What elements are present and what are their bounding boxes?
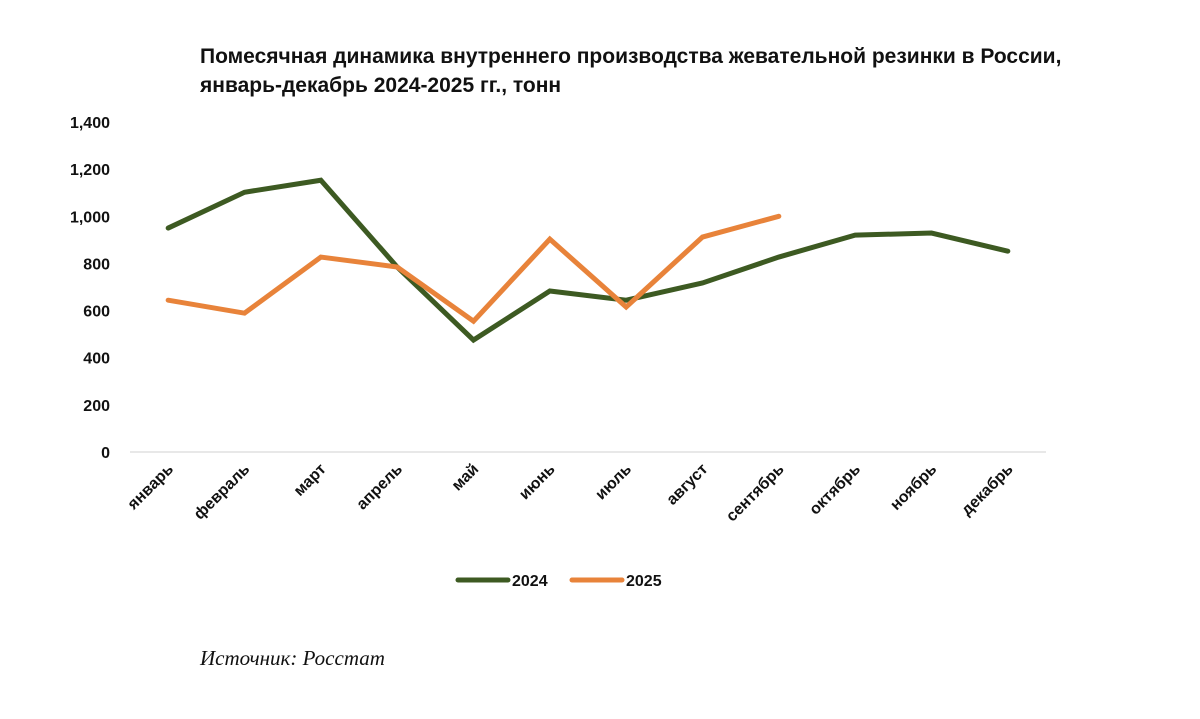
y-tick-label: 200 <box>83 398 110 415</box>
x-tick-label: декабрь <box>958 461 1016 519</box>
x-tick-label: январь <box>124 461 177 514</box>
x-tick-label: октябрь <box>806 461 864 519</box>
y-tick-label: 1,200 <box>70 162 110 179</box>
x-tick-label: март <box>291 461 330 500</box>
x-tick-label: сентябрь <box>723 461 788 526</box>
y-tick-label: 600 <box>83 304 110 321</box>
legend-label-2024: 2024 <box>512 573 548 590</box>
x-tick-label: май <box>449 461 482 494</box>
series-line-2024 <box>165 177 1011 344</box>
x-tick-label: февраль <box>191 461 253 523</box>
x-tick-label: июнь <box>516 461 559 504</box>
x-tick-label: ноябрь <box>887 461 940 514</box>
legend-label-2025: 2025 <box>626 573 662 590</box>
x-tick-label: апрель <box>354 461 407 514</box>
x-tick-label: август <box>663 461 711 509</box>
series-line-2025 <box>165 213 782 325</box>
y-tick-label: 400 <box>83 351 110 368</box>
y-tick-label: 1,400 <box>70 115 110 132</box>
y-tick-label: 0 <box>101 445 110 462</box>
x-tick-label: июль <box>592 461 635 504</box>
y-tick-label: 1,000 <box>70 209 110 226</box>
chart-title: Помесячная динамика внутреннего производ… <box>200 45 1062 97</box>
source-note: Источник: Росстат <box>200 646 385 670</box>
y-tick-label: 800 <box>83 256 110 273</box>
